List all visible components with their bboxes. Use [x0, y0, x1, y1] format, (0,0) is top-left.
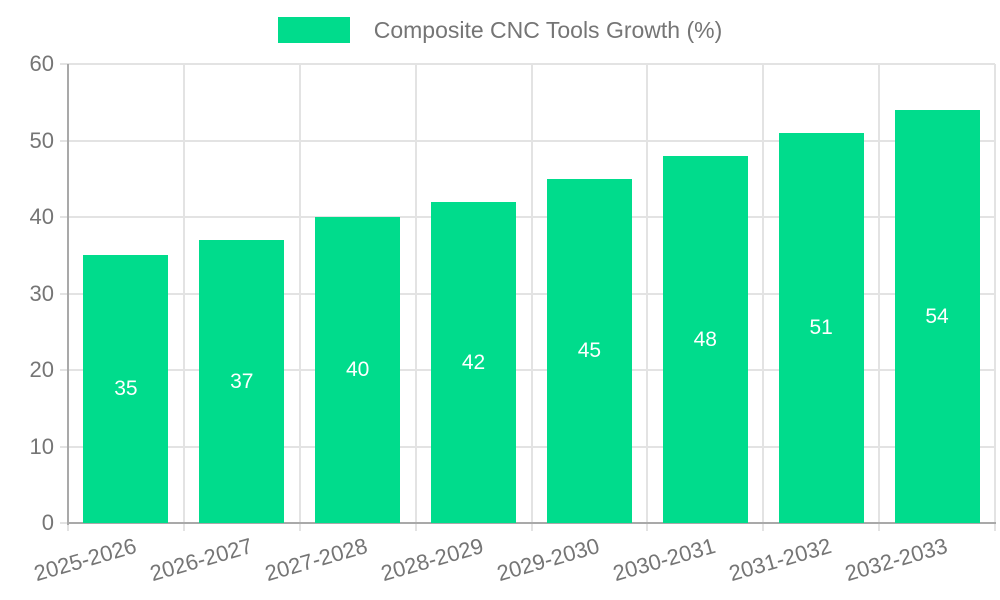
- legend-label: Composite CNC Tools Growth (%): [373, 17, 723, 43]
- x-gridline: [182, 64, 185, 531]
- x-tick-label: 2031-2032: [726, 533, 835, 587]
- x-gridline: [530, 64, 533, 531]
- x-gridline: [646, 64, 649, 531]
- y-tick-label: 20: [29, 357, 54, 382]
- bar-value-label: 45: [577, 339, 602, 362]
- bar-2026-2027: 37: [199, 240, 285, 523]
- x-gridline: [878, 64, 881, 531]
- plot-area: 0 10 20 30 40 50 60 35 2025-2026 37 2026-2027 40 202…: [30, 51, 996, 586]
- y-gridline: [60, 139, 995, 142]
- y-tick-label: 60: [29, 51, 54, 76]
- x-gridline: [298, 64, 301, 531]
- bar-value-label: 37: [230, 369, 254, 393]
- x-gridline: [762, 64, 765, 531]
- x-tick-label: 2030-2031: [610, 533, 719, 587]
- bar-2030-2031: 48: [662, 156, 748, 523]
- y-tick-mark: [60, 522, 68, 524]
- y-gridline: [60, 369, 995, 371]
- bar-value-label: 35: [114, 377, 138, 400]
- y-axis-line: [67, 64, 69, 525]
- y-tick-label: 0: [41, 510, 54, 535]
- bar-value-label: 40: [346, 358, 370, 381]
- x-tick-label: 2028-2029: [378, 533, 487, 587]
- x-tick-label: 2029-2030: [494, 533, 603, 587]
- x-tick-label: 2025-2026: [30, 533, 139, 587]
- x-axis-line: [67, 522, 996, 524]
- bar-2032-2033: 54: [894, 110, 980, 523]
- bar-2027-2028: 40: [315, 217, 401, 523]
- x-gridline: [994, 64, 996, 531]
- y-tick-label: 30: [29, 280, 54, 306]
- x-tick-label: 2026-2027: [146, 533, 255, 587]
- legend[interactable]: Composite CNC Tools Growth (%): [0, 16, 1000, 44]
- bar-value-label: 42: [461, 350, 486, 374]
- x-tick-label: 2027-2028: [262, 533, 371, 587]
- bar-value-label: 54: [925, 304, 949, 328]
- y-gridline: [60, 216, 995, 218]
- y-tick-label: 50: [29, 127, 54, 153]
- y-tick-label: 40: [29, 204, 54, 229]
- bar-2029-2030: 45: [546, 179, 632, 523]
- x-gridline: [414, 64, 417, 531]
- bar-2025-2026: 35: [83, 255, 169, 523]
- x-tick-label: 2032-2033: [841, 533, 950, 587]
- y-gridline: [60, 445, 995, 448]
- y-gridline: [60, 292, 995, 295]
- bar-value-label: 51: [809, 316, 833, 339]
- bar-2031-2032: 51: [778, 133, 864, 523]
- legend-swatch-icon: [277, 17, 350, 43]
- y-gridline: [60, 63, 995, 65]
- bar-2028-2029: 42: [431, 202, 517, 523]
- y-tick-label: 10: [29, 433, 54, 459]
- bar-value-label: 48: [693, 327, 717, 351]
